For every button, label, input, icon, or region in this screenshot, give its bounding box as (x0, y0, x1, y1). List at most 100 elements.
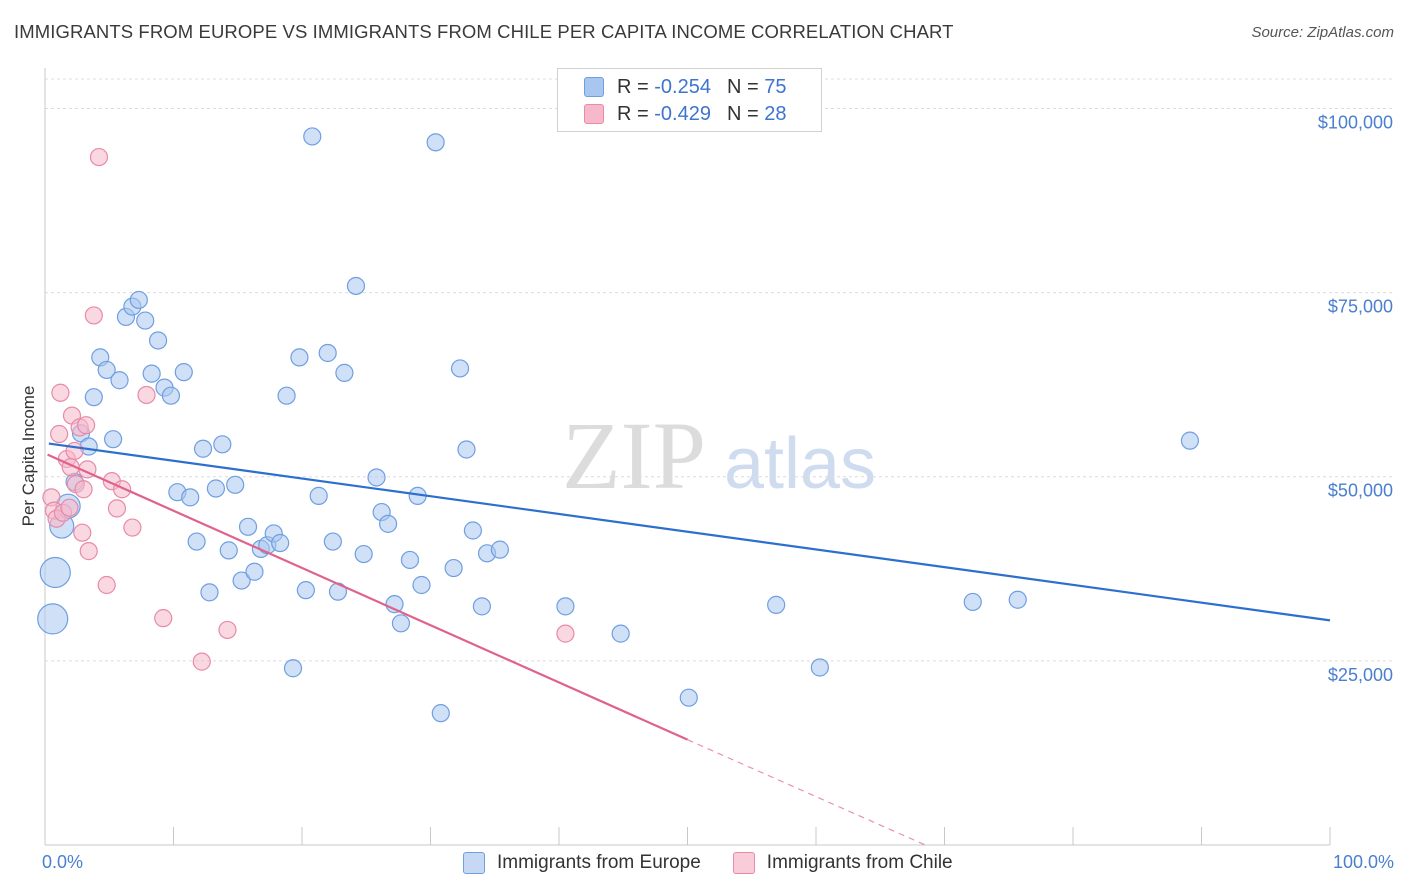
europe-point (174, 363, 193, 382)
europe-point (181, 488, 200, 507)
europe-point (271, 533, 290, 553)
europe-n-value: 75 (764, 75, 787, 98)
europe-point (556, 597, 575, 616)
europe-point (318, 343, 337, 363)
europe-point (679, 688, 698, 707)
chile-trend-line (47, 453, 688, 741)
europe-point (97, 360, 116, 380)
chile-point (218, 620, 237, 640)
europe-point (346, 276, 366, 296)
europe-r-value: -0.254 (654, 75, 711, 98)
europe-point (193, 439, 213, 458)
y-tick-label: $25,000 (1328, 665, 1393, 685)
chile-point (51, 383, 70, 402)
europe-point (39, 556, 71, 589)
europe-point (148, 331, 168, 350)
source-credit: Source: ZipAtlas.com (1251, 24, 1394, 41)
europe-point (810, 658, 829, 677)
europe-point (1180, 431, 1200, 450)
europe-trend-line (48, 442, 1331, 622)
europe-point (431, 704, 450, 723)
chile-point (154, 609, 173, 628)
europe-point (412, 575, 431, 595)
legend-europe-label: Immigrants from Europe (497, 852, 701, 873)
europe-point (213, 435, 232, 454)
chile-points (42, 147, 575, 671)
europe-point (206, 479, 226, 498)
chile-n-label: N = (726, 102, 765, 125)
chile-point (65, 441, 84, 461)
chile-swatch (584, 104, 604, 124)
chile-point (77, 416, 96, 435)
europe-point (142, 364, 161, 383)
europe-n-label: N = (726, 75, 765, 98)
europe-point (84, 388, 103, 407)
europe-point (277, 386, 296, 405)
europe-point (367, 468, 386, 487)
chile-point (123, 518, 142, 537)
x-tick-max: 100.0% (1332, 852, 1394, 872)
europe-point (232, 571, 251, 590)
europe-point (354, 544, 373, 564)
chile-point (97, 575, 116, 595)
europe-point (303, 127, 322, 146)
europe-point (290, 348, 309, 367)
europe-point (283, 659, 303, 678)
legend-item-europe: Immigrants from Europe (463, 852, 701, 874)
europe-point (226, 475, 245, 494)
chile-r-label: R = (617, 102, 655, 125)
europe-point (1008, 590, 1027, 609)
chile-point (137, 385, 156, 405)
legend-item-chile: Immigrants from Chile (732, 852, 953, 874)
watermark: ZIP atlas (562, 402, 876, 509)
chile-point (60, 498, 79, 517)
europe-point (104, 430, 123, 449)
chile-trend-extension (687, 739, 926, 846)
y-tick-labels: $25,000 $50,000 $75,000 $100,000 (1318, 112, 1393, 684)
europe-point (296, 581, 315, 600)
y-tick-label: $100,000 (1318, 112, 1393, 132)
chile-point (84, 306, 103, 325)
europe-point (490, 540, 509, 559)
chile-point (50, 424, 69, 444)
europe-point (200, 583, 219, 602)
europe-point (309, 486, 328, 505)
europe-point (161, 386, 181, 405)
chile-point (89, 147, 109, 167)
series-legend: Immigrants from Europe Immigrants from C… (463, 852, 985, 874)
legend-row-europe: R = -0.254 N = 75 (584, 75, 786, 99)
legend-chile-swatch (732, 852, 755, 874)
legend-row-chile: R = -0.429 N = 28 (584, 102, 786, 126)
europe-r-label: R = (617, 75, 655, 98)
europe-point (472, 597, 491, 616)
chile-point (556, 624, 575, 643)
y-tick-label: $50,000 (1328, 481, 1393, 501)
chile-point (79, 542, 98, 561)
watermark-zip: ZIP (562, 402, 706, 509)
europe-point (335, 363, 354, 382)
europe-point (426, 133, 445, 152)
trend-lines (47, 442, 1331, 846)
legend-europe-swatch (463, 852, 485, 874)
europe-point (463, 521, 483, 540)
europe-point (391, 614, 411, 633)
y-tick-label: $75,000 (1328, 297, 1393, 317)
axes (44, 68, 1331, 846)
europe-point (611, 624, 630, 643)
europe-point (110, 371, 129, 390)
europe-point (238, 517, 258, 536)
europe-point (187, 532, 206, 551)
chile-point (107, 499, 127, 518)
europe-point (457, 440, 476, 459)
chile-point (74, 480, 93, 499)
europe-point (450, 359, 470, 378)
x-tick-min: 0.0% (42, 852, 84, 872)
correlation-legend: R = -0.254 N = 75 R = -0.429 N = 28 (557, 68, 822, 132)
chile-point (192, 652, 211, 671)
europe-point (129, 290, 148, 310)
europe-point (963, 592, 982, 612)
legend-chile-label: Immigrants from Chile (766, 852, 953, 873)
chart-title: IMMIGRANTS FROM EUROPE VS IMMIGRANTS FRO… (14, 21, 954, 42)
chile-point (112, 480, 132, 499)
